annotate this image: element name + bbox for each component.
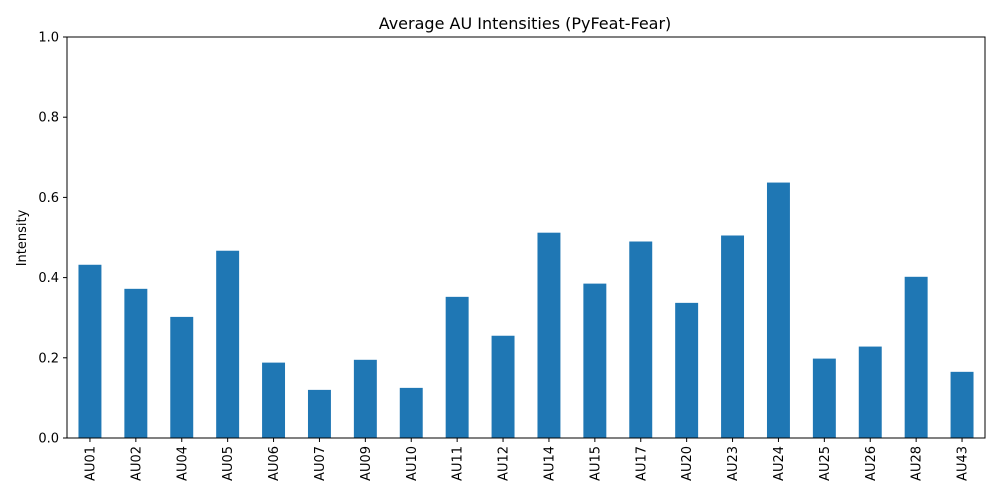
bar-au11 [445, 296, 469, 438]
bar-au06 [262, 362, 286, 438]
bar-au07 [307, 389, 331, 438]
bars-group [78, 182, 974, 438]
axes-frame [66, 36, 986, 439]
x-tick-label: AU26 [864, 446, 879, 481]
bar-au20 [675, 302, 699, 438]
x-tick-label: AU07 [313, 446, 328, 481]
y-tick-label: 0.2 [38, 351, 59, 366]
y-axis-label: Intensity [15, 209, 30, 266]
x-tick-label: AU02 [129, 446, 144, 481]
bar-au28 [904, 276, 928, 438]
x-tick-label: AU10 [405, 446, 420, 481]
x-tick-label: AU17 [634, 446, 649, 481]
x-tick-label: AU09 [359, 446, 374, 481]
bar-au14 [537, 232, 561, 438]
x-tick-label: AU12 [497, 446, 512, 481]
bar-au25 [812, 358, 836, 438]
bar-au12 [491, 335, 515, 438]
x-tick-label: AU15 [588, 446, 603, 481]
bar-au04 [170, 316, 194, 438]
y-tick-label: 1.0 [38, 31, 59, 46]
x-tick-label: AU25 [818, 446, 833, 481]
bar-au43 [950, 371, 974, 438]
x-tick-label: AU24 [772, 446, 787, 481]
bar-au10 [399, 387, 423, 438]
y-tick-label: 0.0 [38, 432, 59, 447]
bar-au23 [721, 235, 745, 438]
bar-au09 [353, 359, 377, 438]
x-tick-label: AU23 [726, 446, 741, 481]
x-tick-label: AU43 [956, 446, 971, 481]
x-tick-label: AU28 [910, 446, 925, 481]
y-tick-label: 0.4 [38, 271, 59, 286]
plot-frame [66, 36, 986, 439]
chart-title: Average AU Intensities (PyFeat-Fear) [379, 14, 672, 33]
y-axis-ticks: 0.0 0.2 0.4 0.6 0.8 1.0 [38, 31, 67, 447]
bar-au15 [583, 283, 607, 438]
bar-au02 [124, 288, 148, 438]
y-tick-label: 0.6 [38, 191, 59, 206]
x-tick-label: AU14 [542, 446, 557, 481]
bar-au05 [216, 250, 240, 438]
x-tick-label: AU05 [221, 446, 236, 481]
bar-au26 [858, 346, 882, 438]
x-axis-ticks: AU01 AU02 AU04 AU05 AU06 AU07 AU09 AU10 AU11 AU12… [83, 438, 971, 481]
x-tick-label: AU01 [83, 446, 98, 481]
x-tick-label: AU04 [175, 446, 190, 481]
bar-au17 [629, 241, 653, 438]
bar-au24 [766, 182, 790, 438]
x-tick-label: AU11 [451, 446, 466, 481]
x-tick-label: AU20 [680, 446, 695, 481]
y-tick-label: 0.8 [38, 111, 59, 126]
x-tick-label: AU06 [267, 446, 282, 481]
bar-au01 [78, 264, 102, 438]
